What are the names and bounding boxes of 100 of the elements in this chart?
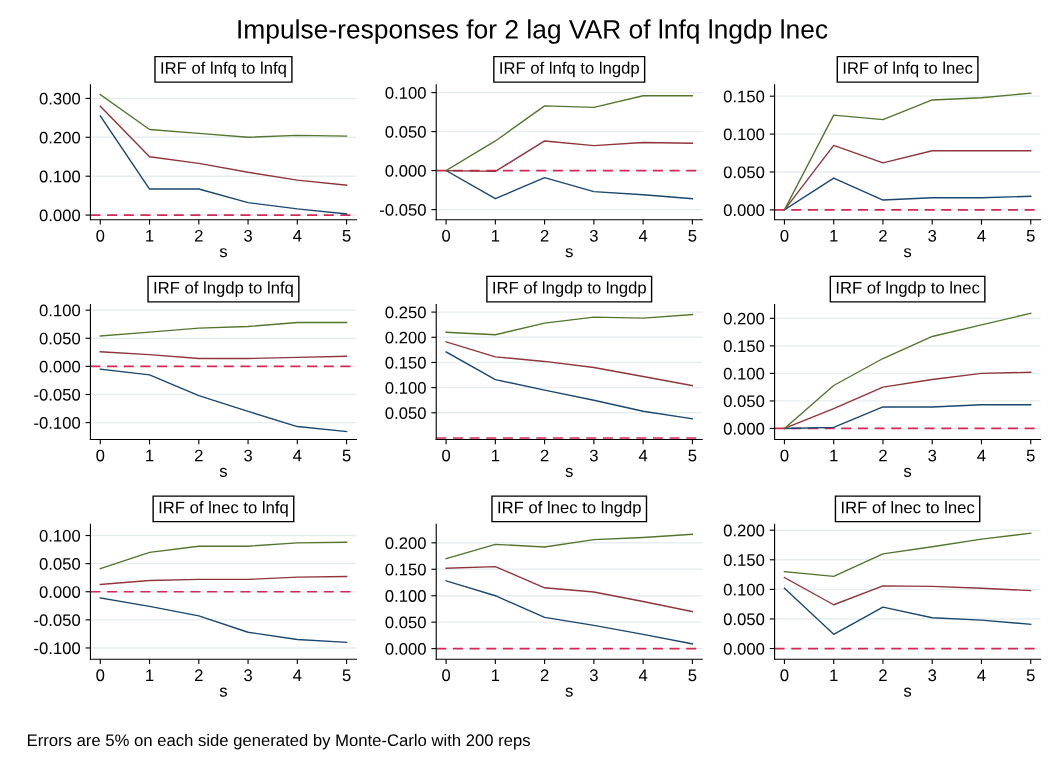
y-tick-label: 0.100 — [723, 367, 765, 380]
y-tick-label: -0.050 — [34, 388, 81, 401]
x-axis-title: s — [903, 248, 912, 258]
line-series — [783, 576, 1032, 606]
y-tick-label: 0.050 — [723, 166, 765, 179]
chart-title: IRF of lnfq to lnfq — [161, 61, 286, 78]
x-tick-label: 0 — [96, 229, 105, 242]
y-tick-label: 0.200 — [723, 524, 765, 537]
x-tick-label: 3 — [244, 669, 252, 682]
x-tick-label: 5 — [1026, 449, 1035, 462]
line-series — [99, 93, 348, 138]
x-tick-label: 5 — [1026, 230, 1035, 242]
y-tick-label: 0.050 — [723, 613, 765, 626]
y-tick-label: 0.100 — [723, 128, 765, 141]
line-series — [445, 95, 694, 172]
x-tick-label: 3 — [589, 669, 598, 682]
x-tick-label: 0 — [442, 449, 451, 462]
x-tick-label: 4 — [293, 449, 302, 462]
line-series — [445, 533, 694, 560]
x-axis-title: s — [565, 687, 573, 697]
x-tick-label: 0 — [780, 669, 789, 682]
x-tick-label: 0 — [780, 449, 789, 462]
x-tick-label: 5 — [688, 230, 697, 242]
x-tick-label: 3 — [244, 449, 252, 462]
x-tick-label: 1 — [830, 230, 838, 242]
line-series — [99, 368, 348, 433]
x-tick-label: 3 — [928, 229, 937, 242]
chart-title: IRF of lngdp to lngdp — [493, 281, 646, 297]
x-tick-label: 3 — [589, 449, 598, 462]
x-tick-label: 2 — [195, 449, 203, 462]
line-series — [445, 341, 694, 387]
y-tick-label: 0.100 — [39, 170, 81, 183]
x-tick-label: 4 — [638, 449, 648, 462]
y-tick-label: 0.200 — [723, 312, 765, 325]
x-tick-label: 5 — [342, 669, 351, 682]
chart-title: IRF of lnec to lngdp — [498, 501, 641, 517]
y-tick-label: 0.100 — [385, 590, 426, 602]
y-tick-label: -0.100 — [34, 642, 81, 655]
x-axis-title: s — [565, 248, 573, 258]
x-tick-label: 2 — [879, 669, 887, 682]
x-tick-label: 5 — [1026, 669, 1035, 682]
x-tick-label: 1 — [491, 669, 500, 682]
chart-title: IRF of lnec to lnec — [841, 501, 975, 514]
chart-title: IRF of lngdp to lnfq — [154, 281, 293, 297]
x-tick-label: 4 — [638, 230, 648, 242]
line-series — [99, 541, 348, 570]
x-tick-label: 4 — [638, 669, 648, 682]
line-series — [783, 177, 1032, 211]
x-tick-label: 3 — [589, 229, 598, 242]
x-tick-label: 4 — [293, 230, 302, 242]
x-tick-label: 2 — [540, 669, 549, 682]
y-tick-label: 0.200 — [39, 131, 81, 144]
y-tick-label: 0.150 — [723, 90, 765, 103]
x-tick-label: 5 — [688, 449, 697, 462]
y-tick-label: 0.200 — [385, 331, 426, 344]
y-tick-label: 0.050 — [723, 395, 765, 408]
x-tick-label: 4 — [293, 669, 302, 682]
y-tick-label: 0.000 — [39, 586, 81, 598]
y-tick-label: 0.000 — [723, 422, 765, 435]
chart-title: IRF of lnec to lnfq — [159, 501, 288, 517]
x-tick-label: 5 — [342, 449, 351, 462]
x-axis-title: s — [903, 687, 912, 697]
line-series — [783, 312, 1032, 430]
x-tick-label: 1 — [491, 449, 500, 462]
line-series — [445, 169, 694, 200]
y-tick-label: 0.150 — [723, 340, 765, 353]
y-tick-label: 0.200 — [385, 537, 426, 549]
line-series — [445, 351, 694, 420]
y-tick-label: 0.050 — [39, 332, 81, 345]
line-series — [783, 532, 1032, 578]
y-tick-label: 0.000 — [385, 643, 426, 655]
y-tick-label: 0.100 — [39, 529, 81, 542]
y-tick-label: 0.100 — [385, 87, 426, 99]
x-tick-label: 1 — [830, 449, 838, 462]
x-tick-label: 4 — [977, 230, 986, 242]
chart-title: IRF of lnfq to lngdp — [500, 61, 639, 78]
y-tick-label: 0.000 — [385, 165, 426, 177]
x-tick-label: 1 — [146, 449, 154, 462]
chart-title: IRF of lnfq to lnec — [843, 61, 973, 78]
line-series — [99, 597, 348, 644]
line-series — [445, 140, 694, 173]
y-tick-label: 0.150 — [723, 554, 765, 566]
y-tick-label: 0.050 — [39, 558, 81, 570]
x-axis-title: s — [219, 467, 228, 477]
text: Errors are 5% on each side generated by Monte-Carlo with 200 reps — [27, 733, 530, 750]
y-tick-label: 0.050 — [385, 126, 426, 138]
x-tick-label: 4 — [977, 669, 986, 682]
line-series — [783, 92, 1032, 211]
line-series — [99, 321, 348, 337]
y-tick-label: 0.150 — [385, 356, 426, 369]
x-tick-label: 3 — [928, 449, 937, 462]
line-series — [783, 144, 1032, 211]
x-tick-label: 0 — [96, 449, 105, 462]
y-tick-label: 0.100 — [385, 382, 426, 394]
x-tick-label: 2 — [879, 229, 887, 242]
x-tick-label: 1 — [146, 230, 154, 242]
text: Impulse-responses for 2 lag VAR of lnfq lngdp lnec — [238, 19, 828, 44]
y-tick-label: 0.150 — [385, 563, 426, 576]
line-series — [99, 115, 348, 215]
line-series — [783, 371, 1032, 430]
